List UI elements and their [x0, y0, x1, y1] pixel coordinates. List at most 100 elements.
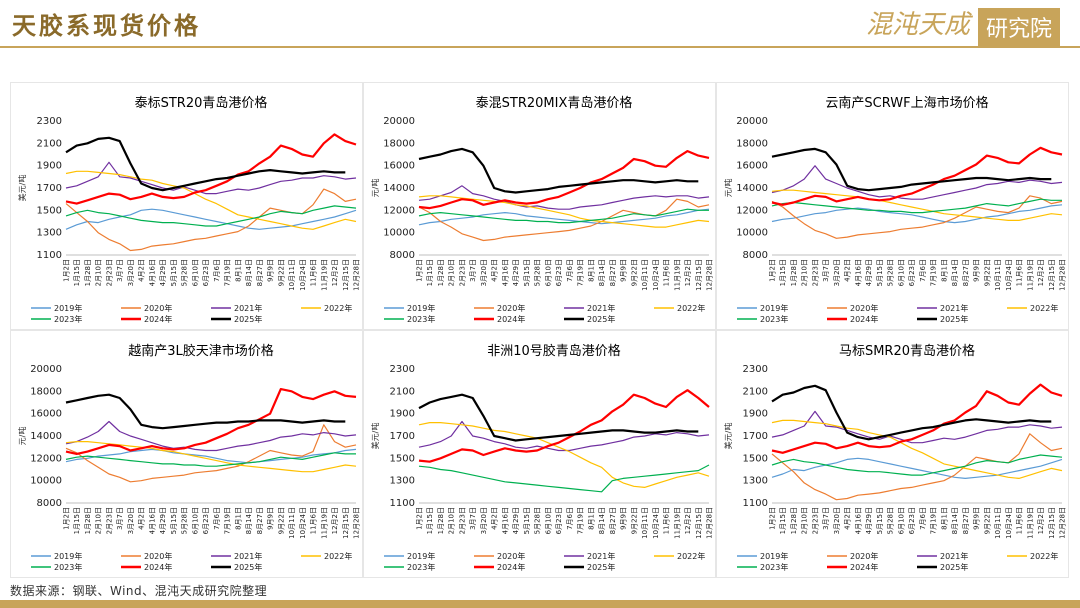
x-tick-label: 8月14日 [598, 507, 606, 534]
legend-label: 2022年 [1030, 551, 1058, 561]
x-tick-label: 11月19日 [673, 259, 681, 291]
series-line [771, 454, 1063, 476]
y-tick-label: 16000 [736, 161, 768, 172]
x-tick-label: 4月16日 [854, 259, 862, 286]
x-tick-label: 4月16日 [148, 507, 156, 534]
x-tick-label: 5月15日 [523, 259, 531, 286]
x-tick-label: 3月20日 [480, 259, 488, 286]
y-tick-label: 1700 [390, 431, 415, 442]
x-tick-label: 8月1日 [587, 507, 595, 530]
x-tick-label: 10月11日 [288, 259, 296, 291]
series-line [771, 433, 1063, 501]
x-tick-label: 9月22日 [983, 259, 991, 286]
x-tick-label: 10月11日 [994, 507, 1002, 539]
x-tick-label: 9月9日 [267, 507, 275, 530]
y-tick-label: 2300 [37, 116, 62, 127]
legend-label: 2019年 [407, 303, 435, 313]
series-line [65, 170, 357, 230]
x-tick-label: 7月19日 [577, 259, 585, 286]
x-tick-label: 8月1日 [940, 259, 948, 282]
legend-label: 2022年 [324, 303, 352, 313]
x-tick-label: 10月24日 [1005, 507, 1013, 539]
x-tick-label: 3月20日 [127, 507, 135, 534]
x-tick-label: 8月14日 [951, 507, 959, 534]
legend-label: 2021年 [940, 551, 968, 561]
x-tick-label: 11月6日 [663, 259, 671, 286]
x-tick-label: 1月15日 [426, 507, 434, 534]
legend-label: 2019年 [760, 551, 788, 561]
x-tick-label: 4月2日 [138, 507, 146, 530]
x-tick-label: 2月10日 [448, 259, 456, 286]
x-tick-label: 2月10日 [801, 507, 809, 534]
x-tick-label: 2月23日 [811, 259, 819, 286]
x-tick-label: 8月27日 [256, 507, 264, 534]
x-tick-label: 7月6日 [919, 507, 927, 530]
legend-label: 2023年 [54, 562, 82, 572]
y-tick-label: 20000 [383, 116, 415, 127]
y-tick-label: 1500 [390, 453, 415, 464]
x-tick-label: 4月29日 [865, 259, 873, 286]
legend-label: 2020年 [850, 303, 878, 313]
x-tick-label: 3月7日 [469, 259, 477, 282]
y-tick-label: 18000 [736, 138, 768, 149]
series-line [418, 464, 710, 493]
legend-label: 2019年 [54, 551, 82, 561]
x-tick-label: 1月28日 [790, 259, 798, 286]
y-axis-label: 美元/吨 [723, 423, 733, 450]
chart-panel: 泰混STR20MIX青岛港价格 元/吨 8000 10000 12000 14000 160… [363, 82, 716, 330]
logo-text: 混沌天成 [865, 10, 970, 40]
x-tick-label: 9月9日 [267, 259, 275, 282]
x-tick-label: 1月2日 [769, 507, 777, 530]
x-tick-label: 1月2日 [416, 507, 424, 530]
x-tick-label: 4月29日 [512, 259, 520, 286]
x-tick-label: 3月7日 [469, 507, 477, 530]
y-tick-label: 1700 [743, 431, 768, 442]
chart-panel: 云南产SCRWF上海市场价格 元/吨 8000 10000 12000 14000 1600… [716, 82, 1069, 330]
series-line [771, 384, 1052, 441]
series-line [65, 136, 346, 192]
x-tick-label: 1月28日 [84, 259, 92, 286]
series-line [65, 448, 357, 464]
legend-label: 2023年 [407, 562, 435, 572]
y-tick-label: 1300 [743, 476, 768, 487]
x-tick-label: 5月15日 [523, 507, 531, 534]
y-tick-label: 10000 [30, 476, 62, 487]
x-tick-label: 3月7日 [822, 507, 830, 530]
y-tick-label: 1100 [390, 498, 415, 509]
y-tick-label: 2100 [390, 386, 415, 397]
legend-label: 2022年 [1030, 303, 1058, 313]
x-tick-label: 12月28日 [1059, 507, 1067, 539]
y-axis-label: 元/吨 [17, 427, 27, 446]
x-tick-label: 4月29日 [159, 507, 167, 534]
x-tick-label: 12月15日 [1048, 259, 1056, 291]
y-tick-label: 12000 [736, 205, 768, 216]
x-tick-label: 10月11日 [288, 507, 296, 539]
y-tick-label: 18000 [383, 138, 415, 149]
x-tick-label: 3月20日 [833, 259, 841, 286]
x-tick-label: 9月22日 [277, 507, 285, 534]
x-tick-label: 1月2日 [769, 259, 777, 282]
legend-label: 2024年 [144, 314, 172, 324]
y-tick-label: 1300 [37, 228, 62, 239]
x-tick-label: 10月24日 [299, 259, 307, 291]
y-tick-label: 1500 [743, 453, 768, 464]
legend-label: 2022年 [677, 303, 705, 313]
y-tick-label: 20000 [736, 116, 768, 127]
x-tick-label: 4月16日 [501, 259, 509, 286]
legend-label: 2024年 [497, 314, 525, 324]
series-line [65, 133, 357, 205]
x-tick-label: 5月28日 [181, 507, 189, 534]
y-tick-label: 16000 [383, 161, 415, 172]
x-tick-label: 9月22日 [630, 259, 638, 286]
x-tick-label: 12月15日 [695, 507, 703, 539]
x-tick-label: 9月22日 [277, 259, 285, 286]
x-tick-label: 2月23日 [458, 259, 466, 286]
x-tick-label: 6月23日 [555, 507, 563, 534]
y-tick-label: 2100 [743, 386, 768, 397]
series-line [418, 422, 710, 488]
x-tick-label: 7月19日 [224, 259, 232, 286]
legend-label: 2020年 [497, 303, 525, 313]
legend-label: 2020年 [497, 551, 525, 561]
x-tick-label: 1月28日 [790, 507, 798, 534]
